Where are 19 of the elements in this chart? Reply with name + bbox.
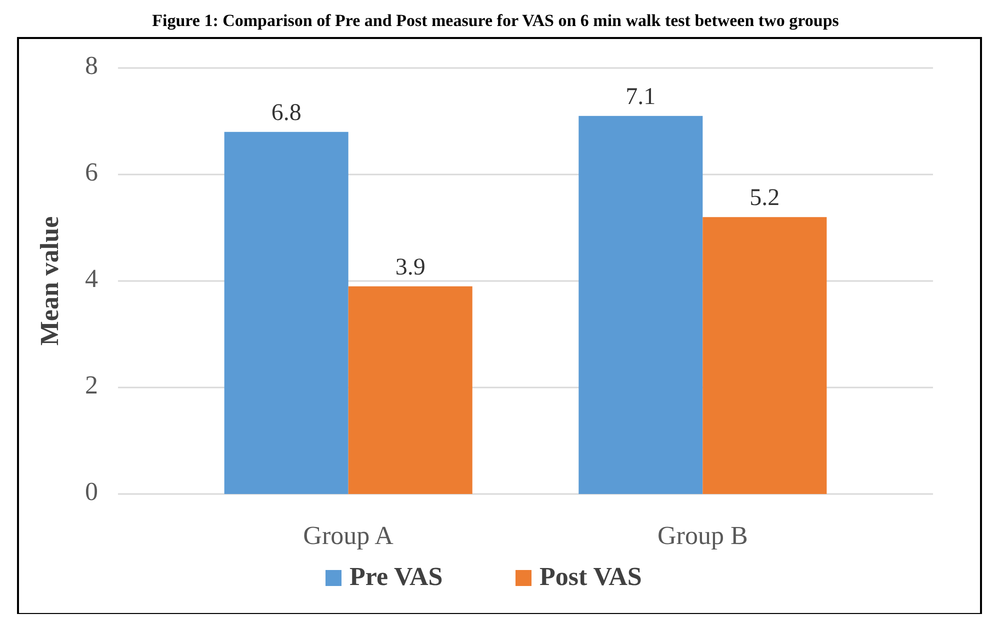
y-tick-label: 6 — [85, 157, 98, 186]
bar — [702, 217, 827, 494]
bar — [578, 116, 703, 494]
legend-label: Pre VAS — [350, 562, 443, 591]
data-label: 6.8 — [271, 100, 302, 126]
data-label: 5.2 — [750, 185, 780, 212]
x-tick-label: Group B — [658, 521, 748, 550]
y-tick-label: 4 — [85, 264, 98, 293]
y-tick-label: 0 — [85, 476, 98, 506]
x-tick-label: Group A — [303, 521, 394, 550]
y-axis-title: Mean value — [35, 216, 64, 346]
data-label: 7.1 — [626, 84, 656, 110]
data-label: 3.9 — [395, 254, 426, 280]
bar — [224, 132, 348, 494]
y-tick-label: 8 — [85, 50, 98, 80]
y-tick-label: 2 — [85, 370, 98, 400]
legend-label: Post VAS — [540, 562, 642, 591]
chart-title: Figure 1: Comparison of Pre and Post measure for VAS on 6 min walk test between two groups — [152, 11, 840, 30]
bar — [348, 286, 472, 494]
